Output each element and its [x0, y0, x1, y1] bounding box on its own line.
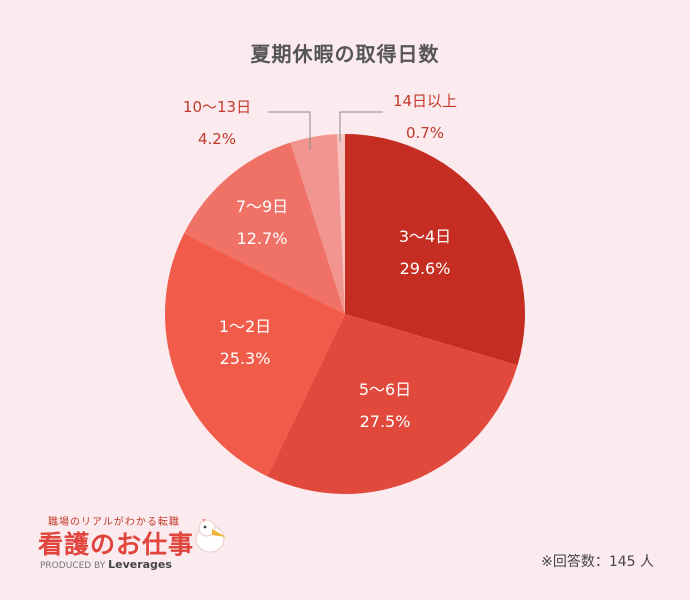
slice-category-label: 1〜2日	[219, 317, 271, 336]
logo-tagline: 職場のリアルがわかる転職	[48, 517, 180, 528]
pie-slices	[165, 133, 525, 494]
pie-slice-0	[345, 134, 525, 366]
leader-line-10-13	[268, 111, 311, 150]
slice-value-label: 25.3%	[220, 349, 271, 368]
slice-labels: 3〜4日 29.6% 5〜6日 27.5% 1〜2日 25.3% 7〜9日 12.7% 10〜1…	[183, 92, 457, 431]
slice-value-label: 27.5%	[360, 412, 411, 431]
slice-value-label: 0.7%	[406, 124, 444, 142]
slice-category-label: 10〜13日	[183, 98, 251, 116]
pie-slice-5	[337, 133, 345, 314]
pie-slice-1	[267, 314, 518, 494]
slice-category-label: 3〜4日	[399, 227, 451, 246]
response-count-note: ※回答数：145 人	[541, 554, 654, 570]
logo-produced-by: PRODUCED BY Leverages	[40, 558, 172, 571]
pelican-mascot-icon	[195, 519, 226, 553]
slice-value-label: 12.7%	[237, 229, 288, 248]
slice-value-label: 4.2%	[198, 130, 236, 148]
slice-category-label: 14日以上	[393, 92, 457, 110]
pie-slice-3	[184, 142, 345, 314]
logo-name: 看護のお仕事	[38, 530, 195, 559]
kango-no-oshigoto-logo: 職場のリアルがわかる転職 看護のお仕事 PRODUCED BY Leverage…	[38, 513, 238, 573]
slice-value-label: 29.6%	[400, 259, 451, 278]
chart-title: 夏期休暇の取得日数	[250, 42, 440, 66]
pie-slice-4	[290, 134, 345, 314]
leader-line-14plus	[339, 111, 383, 142]
logo-brand: Leverages	[108, 558, 172, 571]
slice-category-label: 7〜9日	[236, 197, 288, 216]
leader-lines	[268, 111, 383, 150]
pie-slice-2	[165, 233, 345, 477]
slice-category-label: 5〜6日	[359, 380, 411, 399]
logo-produced-text: PRODUCED BY	[40, 561, 106, 571]
